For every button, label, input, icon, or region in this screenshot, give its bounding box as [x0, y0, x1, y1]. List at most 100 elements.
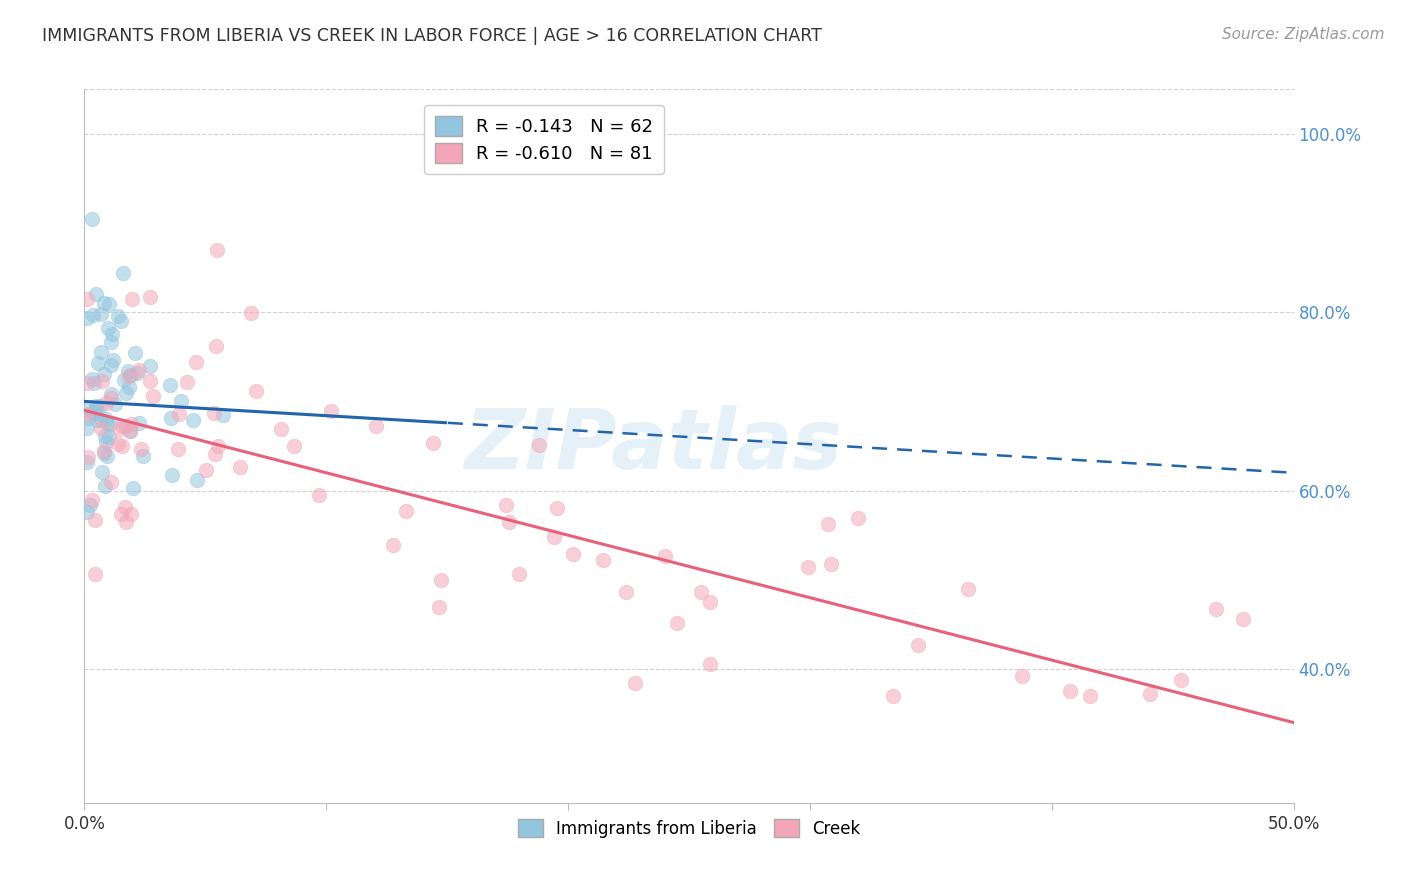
Point [207, 439, 229, 453]
Point [366, 418, 388, 433]
Point [1205, 602, 1227, 616]
Point [184, 355, 207, 369]
Point [120, 417, 142, 432]
Point [84, 401, 107, 415]
Point [82, 308, 104, 322]
Point [111, 439, 134, 453]
Text: ZIPatlas: ZIPatlas [464, 406, 842, 486]
Point [204, 447, 226, 461]
Point [84, 566, 107, 581]
Point [107, 309, 129, 323]
Point [76, 421, 98, 435]
Point [76, 376, 98, 390]
Point [76, 292, 98, 306]
Point [114, 515, 136, 529]
Point [1170, 673, 1192, 688]
Point [100, 334, 122, 349]
Point [82, 406, 104, 420]
Point [101, 326, 124, 341]
Point [83, 376, 105, 390]
Point [128, 362, 150, 376]
Point [114, 419, 136, 434]
Point [139, 375, 162, 389]
Point [1232, 612, 1254, 626]
Point [202, 406, 225, 420]
Point [100, 358, 122, 372]
Point [124, 345, 146, 359]
Point [122, 481, 145, 495]
Point [110, 314, 132, 328]
Point [129, 442, 152, 456]
Point [381, 538, 404, 552]
Point [907, 638, 929, 652]
Point [319, 403, 342, 417]
Point [429, 600, 451, 615]
Point [94, 479, 117, 493]
Point [132, 450, 155, 464]
Point [79, 498, 101, 512]
Point [118, 424, 141, 438]
Point [211, 408, 233, 422]
Point [127, 366, 149, 380]
Point [76, 311, 98, 326]
Point [115, 386, 138, 401]
Text: Source: ZipAtlas.com: Source: ZipAtlas.com [1222, 27, 1385, 42]
Point [76, 455, 98, 469]
Point [229, 459, 252, 474]
Point [1078, 689, 1101, 703]
Point [186, 473, 208, 487]
Point [96, 412, 118, 426]
Point [93, 296, 115, 310]
Point [76, 411, 98, 425]
Point [90, 465, 112, 479]
Point [270, 422, 292, 436]
Point [239, 306, 262, 320]
Point [1139, 687, 1161, 701]
Text: IMMIGRANTS FROM LIBERIA VS CREEK IN LABOR FORCE | AGE > 16 CORRELATION CHART: IMMIGRANTS FROM LIBERIA VS CREEK IN LABO… [42, 27, 823, 45]
Point [817, 517, 839, 532]
Point [104, 397, 127, 411]
Point [100, 475, 122, 490]
Point [96, 395, 118, 409]
Point [93, 444, 115, 458]
Point [245, 384, 267, 398]
Point [699, 657, 721, 671]
Point [98, 417, 121, 432]
Point [689, 585, 711, 599]
Point [96, 450, 118, 464]
Point [98, 297, 121, 311]
Point [508, 566, 530, 581]
Point [195, 463, 218, 477]
Point [103, 353, 125, 368]
Point [160, 410, 183, 425]
Point [495, 499, 517, 513]
Point [527, 438, 550, 452]
Point [614, 585, 637, 599]
Point [110, 507, 132, 521]
Point [89, 399, 111, 413]
Point [93, 428, 115, 442]
Point [1011, 669, 1033, 683]
Point [114, 500, 136, 515]
Point [170, 393, 193, 408]
Point [159, 377, 181, 392]
Point [121, 292, 143, 306]
Point [120, 425, 142, 439]
Point [80, 492, 103, 507]
Point [546, 501, 568, 516]
Point [76, 402, 98, 417]
Point [76, 407, 98, 421]
Point [97, 430, 120, 444]
Point [93, 445, 115, 459]
Point [139, 290, 162, 304]
Point [86, 412, 108, 426]
Point [654, 549, 676, 563]
Point [96, 434, 118, 449]
Point [498, 515, 520, 529]
Point [117, 369, 139, 384]
Point [100, 392, 122, 406]
Point [308, 487, 330, 501]
Point [120, 368, 142, 382]
Point [84, 400, 107, 414]
Point [100, 387, 122, 401]
